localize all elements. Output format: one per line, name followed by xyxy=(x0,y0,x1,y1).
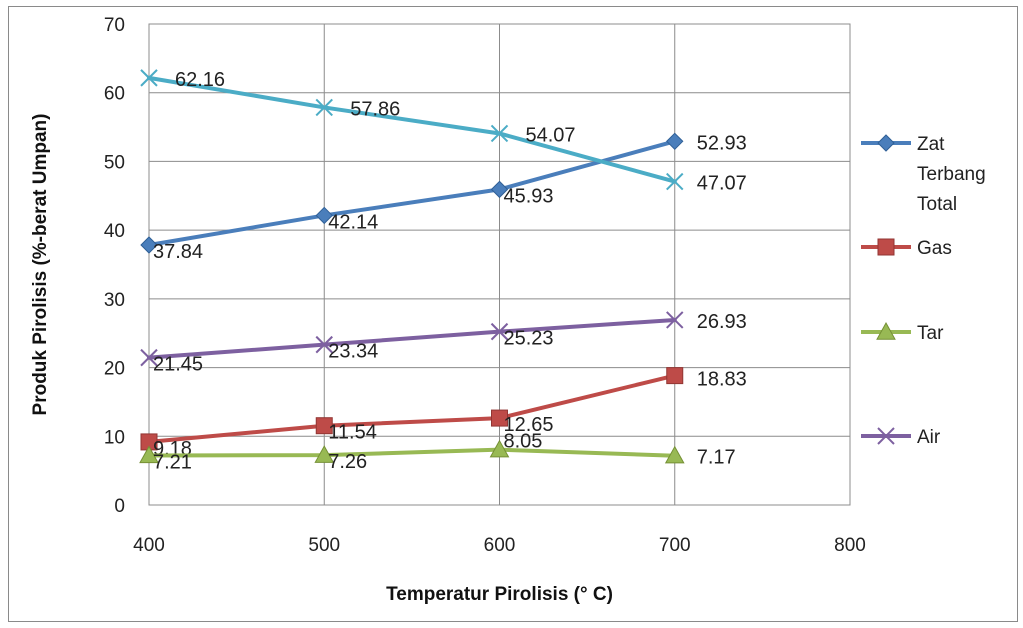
legend-item: Air xyxy=(861,427,941,448)
series-line xyxy=(147,373,677,444)
gridlines xyxy=(148,23,851,506)
data-point xyxy=(664,445,685,464)
x-tick-label: 500 xyxy=(308,535,340,556)
data-point xyxy=(666,132,684,151)
data-point xyxy=(140,348,158,367)
x-tick-label: 400 xyxy=(133,535,165,556)
marker-stroke xyxy=(877,427,895,445)
data-point xyxy=(489,439,510,458)
x-axis-title: Temperatur Pirolisis (° C) xyxy=(386,584,613,605)
legend-label: Terbang xyxy=(917,164,986,185)
marker-stroke xyxy=(666,172,684,191)
legend-label: Gas xyxy=(917,238,952,259)
marker-stroke xyxy=(315,335,333,354)
legend-label: Air xyxy=(917,427,941,448)
legend-label: Zat xyxy=(917,134,945,155)
series-4: 62.16 57.86 54.07 47.07 xyxy=(140,69,747,195)
y-tick-label: 30 xyxy=(104,290,125,311)
x-tick-label: 700 xyxy=(659,535,691,556)
data-label: 12.65 xyxy=(504,414,554,436)
legend: Zat Terbang Total Gas Tar Air xyxy=(861,134,986,448)
data-point xyxy=(140,69,158,87)
series-3: 21.45 23.34 25.23 26.93 xyxy=(140,311,747,376)
legend-label: Tar xyxy=(917,323,944,344)
data-point xyxy=(315,206,333,225)
series-line xyxy=(147,75,677,184)
legend-marker xyxy=(877,427,895,445)
data-label: 47.07 xyxy=(697,173,747,195)
data-point xyxy=(490,124,509,143)
legend-marker xyxy=(877,238,895,256)
data-label: 21.45 xyxy=(153,354,203,376)
y-tick-label: 10 xyxy=(104,427,125,448)
data-label: 11.54 xyxy=(328,422,377,444)
data-label: 7.26 xyxy=(328,451,367,473)
data-point xyxy=(139,445,159,464)
data-point xyxy=(315,417,333,435)
data-label: 8.05 xyxy=(504,431,543,453)
marker-stroke xyxy=(315,98,333,117)
legend-item: Zat Terbang Total xyxy=(861,134,986,215)
y-tick-label: 0 xyxy=(114,496,125,517)
legend-item: Tar xyxy=(861,321,944,344)
x-tick-label: 800 xyxy=(834,535,866,556)
data-point xyxy=(315,335,333,354)
data-point xyxy=(490,180,509,199)
legend-item: Gas xyxy=(861,238,952,259)
marker-stroke xyxy=(140,69,158,87)
marker-stroke xyxy=(666,311,684,329)
data-label: 18.83 xyxy=(697,369,747,391)
y-tick-label: 50 xyxy=(104,152,125,173)
data-label: 23.34 xyxy=(328,341,378,363)
marker-stroke xyxy=(490,124,509,143)
y-axis-title: Produk Pirolisis (%-berat Umpan) xyxy=(30,114,51,416)
data-point xyxy=(666,172,684,191)
data-point xyxy=(666,311,684,329)
data-point xyxy=(140,236,158,254)
y-tick-label: 40 xyxy=(104,221,125,242)
data-label: 26.93 xyxy=(697,311,747,333)
data-point xyxy=(491,409,508,427)
legend-marker xyxy=(876,321,896,340)
data-point xyxy=(315,98,333,117)
data-label: 37.84 xyxy=(153,241,203,263)
y-tick-label: 70 xyxy=(104,15,125,36)
data-label: 7.21 xyxy=(153,451,192,473)
series-2: 7.21 7.26 8.05 7.17 xyxy=(139,431,736,473)
data-point xyxy=(490,322,509,341)
series-line xyxy=(147,447,677,458)
series-line xyxy=(147,139,677,247)
data-label: 54.07 xyxy=(526,124,576,146)
marker-stroke xyxy=(490,322,509,341)
marker-stroke xyxy=(140,348,158,367)
data-label: 62.16 xyxy=(175,69,225,91)
x-tick-label: 600 xyxy=(484,535,516,556)
series-line xyxy=(147,317,677,360)
series-0: 37.84 42.14 45.93 52.93 xyxy=(140,132,747,263)
data-label: 52.93 xyxy=(697,132,747,154)
data-label: 57.86 xyxy=(350,98,400,120)
data-point xyxy=(666,367,684,385)
data-label: 7.17 xyxy=(697,447,736,469)
data-label: 42.14 xyxy=(328,211,378,233)
data-point xyxy=(314,445,335,463)
y-tick-label: 60 xyxy=(104,84,125,105)
legend-marker xyxy=(877,134,895,152)
data-label: 45.93 xyxy=(504,185,554,207)
data-label: 25.23 xyxy=(504,328,554,350)
y-tick-label: 20 xyxy=(104,359,125,380)
legend-label: Total xyxy=(917,194,957,215)
